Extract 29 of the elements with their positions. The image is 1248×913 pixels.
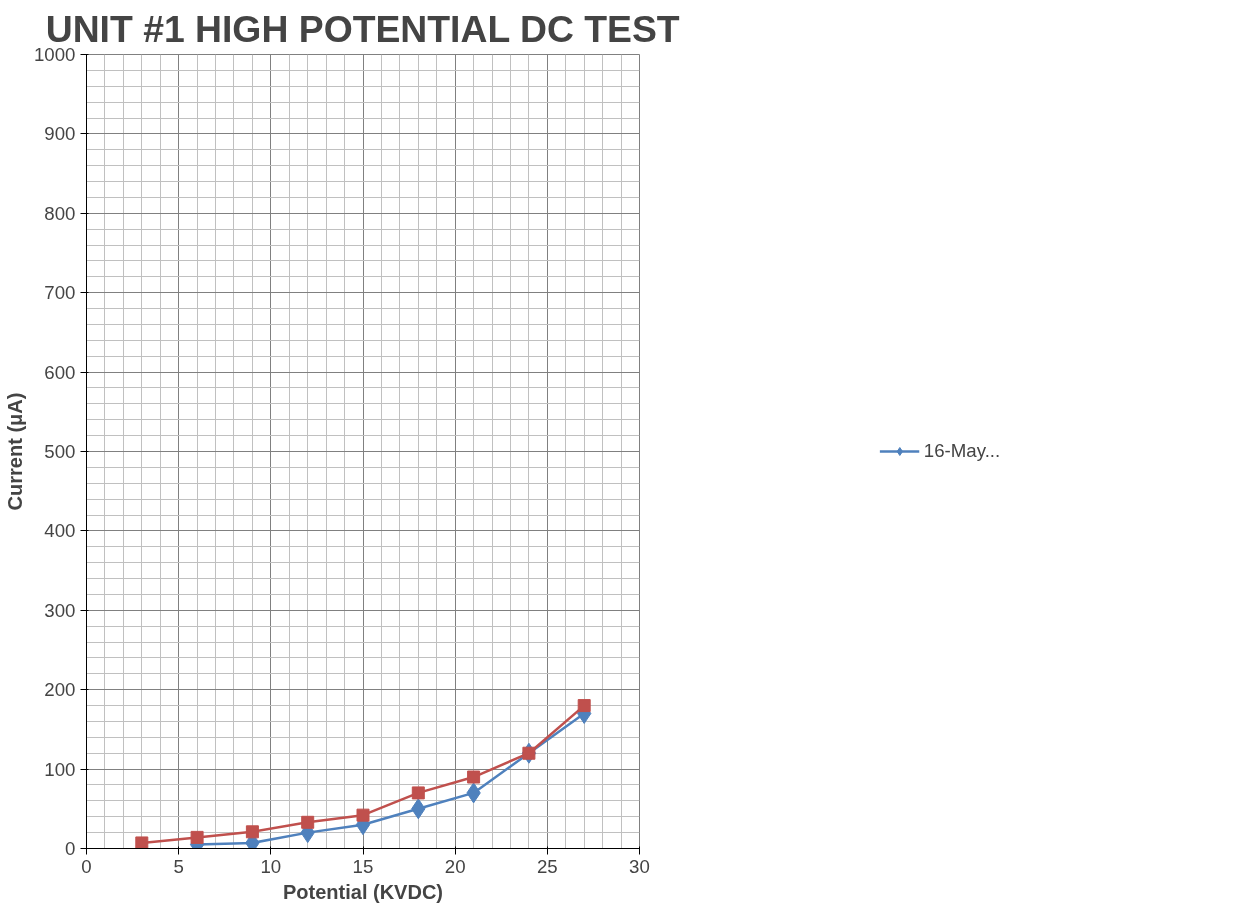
point bbox=[301, 815, 315, 829]
point bbox=[245, 825, 259, 839]
y-tick-label: 300 bbox=[44, 599, 76, 621]
x-tick-label: 20 bbox=[444, 855, 466, 877]
y-tick-label: 1000 bbox=[34, 44, 76, 65]
point bbox=[190, 830, 204, 844]
x-axis-title: Potential (KVDC) bbox=[283, 880, 443, 903]
x-tick-label: 5 bbox=[173, 855, 184, 877]
legend-label: 16-May... bbox=[923, 440, 1001, 462]
y-tick-label: 200 bbox=[44, 679, 76, 701]
x-tick-label: 0 bbox=[81, 855, 92, 877]
y-tick-label: 0 bbox=[65, 838, 76, 859]
point bbox=[411, 786, 425, 800]
y-tick-label: 700 bbox=[44, 282, 76, 304]
point bbox=[356, 808, 370, 822]
y-tick-label: 800 bbox=[44, 202, 76, 224]
x-tick-label: 25 bbox=[536, 855, 558, 877]
x-tick-label: 30 bbox=[629, 855, 650, 877]
y-tick-label: 100 bbox=[44, 758, 76, 780]
y-tick-label: 400 bbox=[44, 520, 76, 542]
x-tick-label: 10 bbox=[260, 855, 282, 877]
point bbox=[135, 836, 149, 849]
x-tick-label: 15 bbox=[352, 855, 374, 877]
y-tick-label: 900 bbox=[44, 123, 76, 145]
y-tick-label: 500 bbox=[44, 441, 76, 462]
point bbox=[467, 770, 481, 784]
y-tick-label: 600 bbox=[44, 361, 76, 383]
point bbox=[577, 699, 591, 713]
y-axis-title: Current (μA) bbox=[4, 392, 26, 511]
